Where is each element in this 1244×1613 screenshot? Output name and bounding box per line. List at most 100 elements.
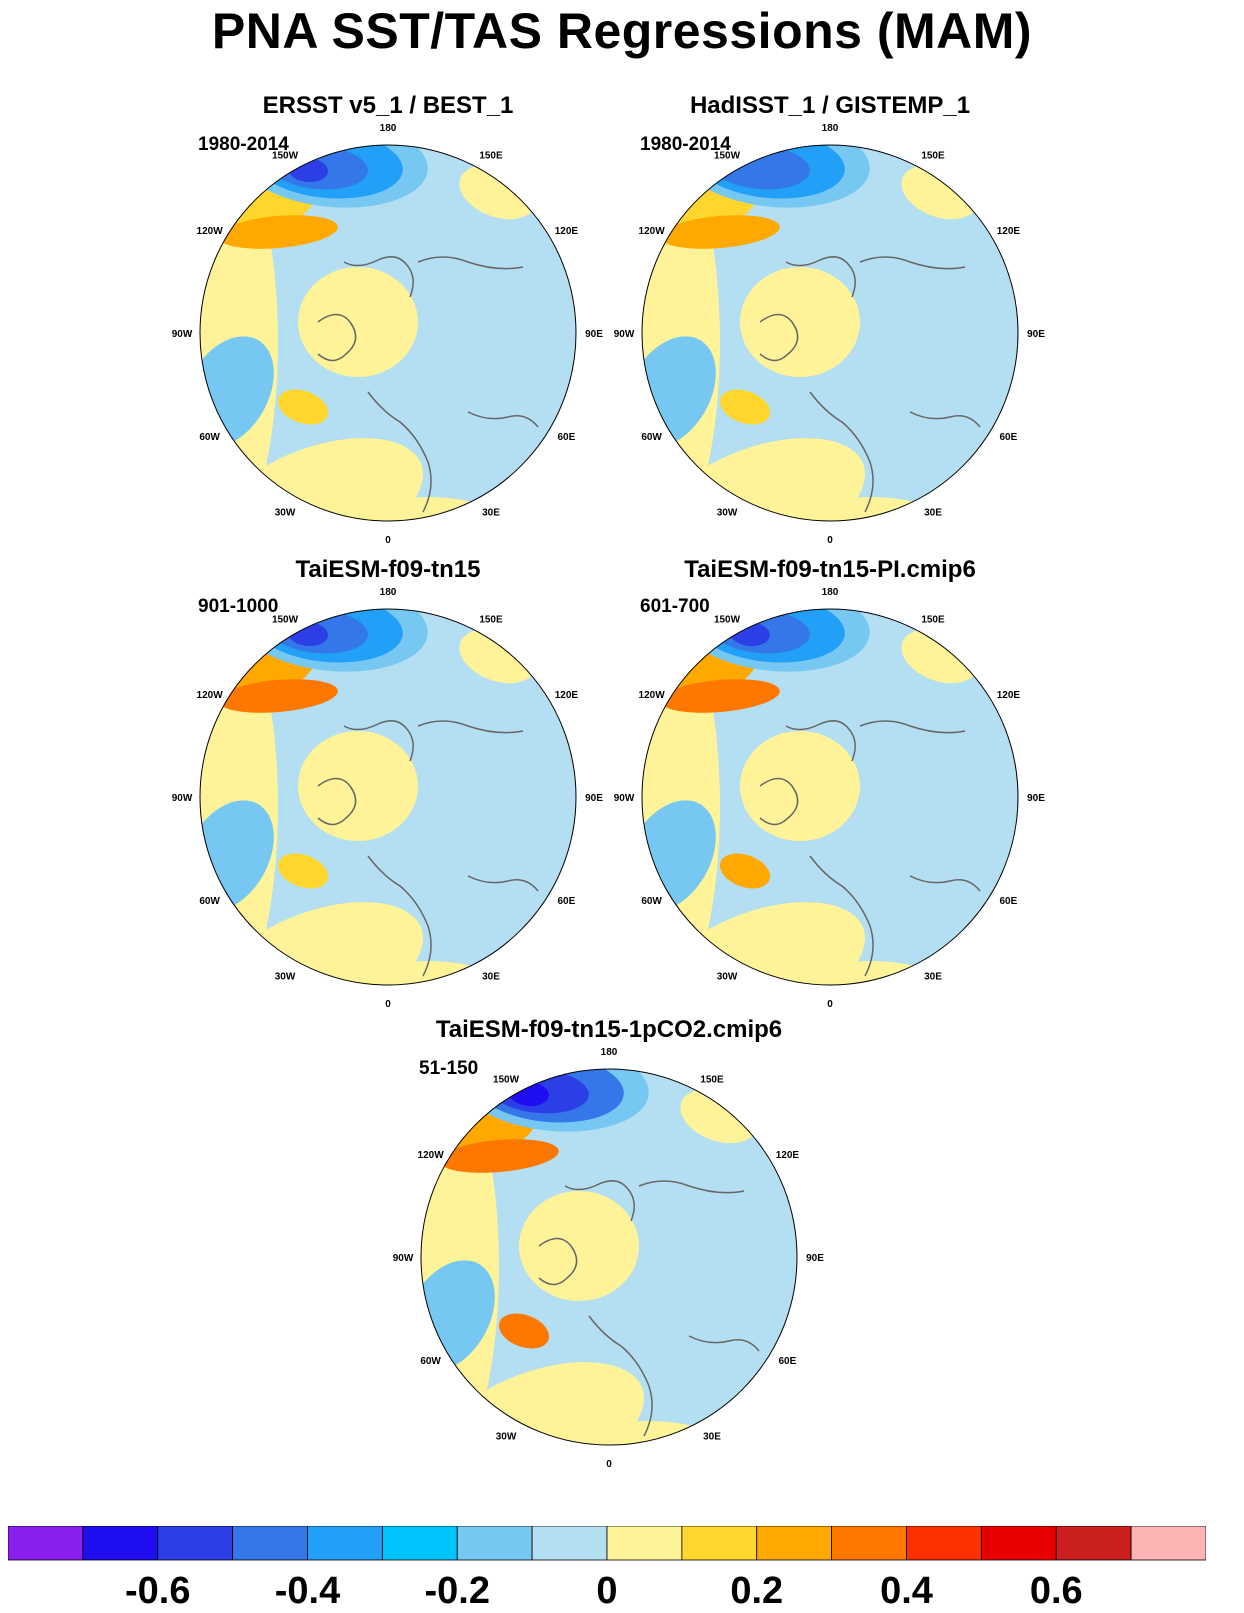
coastline (859, 720, 966, 734)
regression-field (642, 609, 1018, 985)
coastline (367, 855, 432, 977)
map-boundary (641, 608, 1019, 986)
positive-rim-atlantic (654, 902, 866, 985)
longitude-label-90e: 90E (1027, 793, 1045, 804)
colorbar-swatch (906, 1526, 982, 1561)
longitude-label-60w: 60W (420, 1356, 441, 1367)
longitude-label-30w: 30W (717, 507, 738, 518)
panel-title: TaiESM-f09-tn15 (295, 556, 481, 583)
longitude-label-120w: 120W (639, 690, 666, 701)
map-boundary (199, 144, 577, 522)
polar-map: 0 30E 60E 90E 120E 150E 180 150W 120W 90W 60W 30W (614, 123, 1046, 546)
longitude-label-150e: 150E (700, 1075, 724, 1086)
pacific-warm-core (660, 215, 780, 249)
panel-hadisst-gistemp: 0 30E 60E 90E 120E 150E 180 150W 120W 90W 60W 30W H… (610, 92, 1050, 546)
arctic-positive (740, 731, 860, 841)
longitude-label-90e: 90E (1027, 329, 1045, 340)
longitude-label-120e: 120E (997, 690, 1021, 701)
longitude-label-60w: 60W (199, 896, 220, 907)
longitude-label-0: 0 (827, 535, 833, 546)
coastline (759, 777, 799, 826)
colorbar-swatch (381, 1526, 458, 1561)
coastline (417, 720, 524, 734)
atlantic-warm (277, 389, 329, 425)
longitude-label-150e: 150E (479, 615, 503, 626)
longitude-label-30e: 30E (703, 1431, 721, 1442)
atlantic-warm (277, 853, 329, 889)
longitude-label-150w: 150W (272, 151, 299, 162)
colorbar-tick-label: -0.2 (424, 1570, 490, 1612)
period-label: 1980-2014 (640, 134, 731, 155)
panel-title: TaiESM-f09-tn15-PI.cmip6 (684, 556, 976, 583)
polar-map: 0 30E 60E 90E 120E 150E 180 150W 120W 90W 60W 30W (393, 1047, 825, 1470)
map-boundary (420, 1068, 798, 1446)
coastline (909, 875, 981, 892)
longitude-label-30w: 30W (275, 507, 296, 518)
arctic-positive (298, 731, 418, 841)
pacific-warm-core (660, 679, 780, 713)
coastline (467, 411, 539, 428)
panel-title: HadISST_1 / GISTEMP_1 (689, 92, 971, 119)
arctic-positive (519, 1191, 639, 1301)
longitude-label-30w: 30W (717, 971, 738, 982)
longitude-label-120e: 120E (997, 226, 1021, 237)
coastline (467, 875, 539, 892)
longitude-label-150e: 150E (479, 151, 503, 162)
longitude-label-150w: 150W (493, 1075, 520, 1086)
longitude-label-180: 180 (822, 123, 839, 134)
pacific-warm-core (439, 1139, 559, 1173)
longitude-label-180: 180 (822, 587, 839, 598)
coastline (564, 1180, 635, 1222)
longitude-label-60w: 60W (199, 432, 220, 443)
panel-ersst-best: 0 30E 60E 90E 120E 150E 180 150W 120W 90W 60W 30W E… (168, 92, 608, 546)
longitude-label-150w: 150W (714, 151, 741, 162)
longitude-label-30w: 30W (496, 1431, 517, 1442)
coastline (688, 1335, 760, 1352)
longitude-label-60w: 60W (641, 896, 662, 907)
longitude-label-90w: 90W (393, 1253, 414, 1264)
panel-taiesm-1pco2: 0 30E 60E 90E 120E 150E 180 150W 120W 90W 60W 30W T… (389, 1016, 829, 1470)
coastline (367, 391, 432, 513)
pacific-warm-core (218, 215, 338, 249)
period-label: 901-1000 (198, 596, 279, 617)
period-label: 601-700 (640, 596, 710, 617)
longitude-label-60e: 60E (558, 432, 576, 443)
arctic-positive (298, 267, 418, 377)
longitude-label-120e: 120E (555, 690, 579, 701)
atlantic-warm (719, 389, 771, 425)
longitude-label-90e: 90E (585, 329, 603, 340)
coastline (785, 720, 856, 762)
atlantic-warm (719, 853, 771, 889)
longitude-label-150e: 150E (921, 615, 945, 626)
longitude-label-150w: 150W (714, 615, 741, 626)
colorbar (8, 1526, 1206, 1561)
coastline (785, 256, 856, 298)
regression-field (200, 609, 576, 985)
colorbar-swatch (232, 1526, 308, 1561)
coastline (343, 256, 414, 298)
longitude-label-90w: 90W (172, 793, 193, 804)
coastline (317, 777, 357, 826)
regression-field (200, 145, 576, 521)
polar-map: 0 30E 60E 90E 120E 150E 180 150W 120W 90W 60W 30W (172, 587, 604, 1010)
positive-rim-atlantic (433, 1362, 645, 1445)
coastline (343, 720, 414, 762)
main-title: PNA SST/TAS Regressions (MAM) (211, 3, 1033, 59)
map-boundary (641, 144, 1019, 522)
coastline (809, 391, 874, 513)
period-label: 1980-2014 (198, 134, 289, 155)
colorbar-swatch (307, 1526, 383, 1561)
colorbar-swatch (1055, 1526, 1132, 1561)
longitude-label-60w: 60W (641, 432, 662, 443)
longitude-label-120w: 120W (418, 1150, 445, 1161)
panel-title: ERSST v5_1 / BEST_1 (262, 92, 514, 119)
coastline (638, 1180, 745, 1194)
coastline (809, 855, 874, 977)
colorbar-swatch (1130, 1526, 1206, 1561)
longitude-label-60e: 60E (779, 1356, 797, 1367)
longitude-label-120w: 120W (639, 226, 666, 237)
colorbar-tick-label: 0.6 (1029, 1570, 1083, 1612)
longitude-label-90w: 90W (614, 793, 635, 804)
longitude-label-30w: 30W (275, 971, 296, 982)
longitude-label-60e: 60E (558, 896, 576, 907)
